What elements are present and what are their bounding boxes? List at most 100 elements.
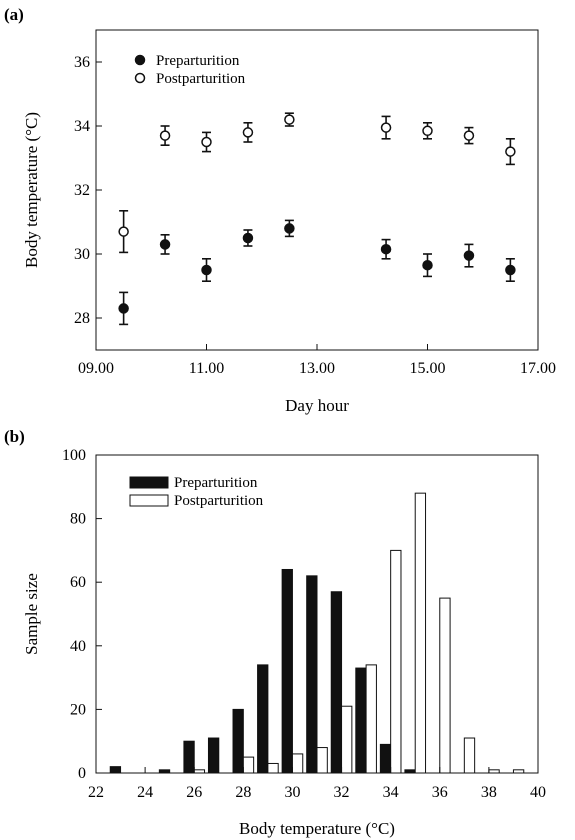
x-tick-label: 38 bbox=[481, 784, 497, 801]
panel-a-y-axis-label: Body temperature (°C) bbox=[22, 112, 41, 268]
panel-b-label: (b) bbox=[4, 427, 25, 446]
panel-b: (b) 0 20 40 60 80 100 22 24 26 28 30 32 34 36 38 40 Pr… bbox=[4, 427, 546, 838]
marker bbox=[284, 223, 295, 234]
y-tick-label: 28 bbox=[74, 310, 90, 327]
y-tick-label: 30 bbox=[74, 246, 90, 263]
x-tick-label: 40 bbox=[530, 784, 546, 801]
panel-a-series bbox=[118, 112, 516, 326]
marker bbox=[201, 136, 212, 148]
marker bbox=[463, 130, 475, 141]
data-point-preparturition bbox=[284, 219, 295, 238]
data-point-postparturition bbox=[159, 125, 171, 146]
data-point-preparturition bbox=[201, 257, 212, 283]
bar-postparturition bbox=[365, 664, 377, 774]
legend-marker-postparturition bbox=[134, 72, 146, 84]
bar-postparturition bbox=[463, 737, 476, 774]
marker bbox=[505, 264, 516, 276]
marker bbox=[380, 122, 392, 133]
bar-postparturition bbox=[390, 549, 402, 774]
bar-preparturition bbox=[257, 664, 269, 774]
bar-preparturition bbox=[207, 737, 220, 774]
bar-postparturition bbox=[439, 597, 451, 774]
bar-preparturition bbox=[158, 769, 171, 774]
panel-a-x-ticks: 09.00 11.00 13.00 15.00 17.00 bbox=[78, 344, 556, 377]
data-point-postparturition bbox=[505, 138, 516, 166]
data-point-preparturition bbox=[159, 234, 171, 255]
marker bbox=[422, 259, 433, 271]
data-point-postparturition bbox=[201, 131, 212, 153]
legend-label-postparturition-b: Postparturition bbox=[174, 493, 264, 509]
y-tick-label: 100 bbox=[62, 447, 86, 464]
y-tick-label: 32 bbox=[74, 182, 90, 199]
bar-postparturition bbox=[267, 762, 279, 774]
data-point-preparturition bbox=[242, 229, 254, 247]
x-tick-label: 09.00 bbox=[78, 360, 114, 377]
bar-postparturition bbox=[291, 753, 304, 774]
data-point-preparturition bbox=[505, 257, 516, 283]
data-point-preparturition bbox=[463, 243, 475, 268]
legend-label-preparturition: Preparturition bbox=[156, 53, 240, 69]
legend-swatch-preparturition bbox=[129, 476, 169, 489]
x-tick-label: 34 bbox=[383, 784, 399, 801]
legend-marker-preparturition bbox=[134, 54, 146, 66]
marker bbox=[242, 127, 254, 138]
marker bbox=[284, 114, 295, 125]
panel-b-bars bbox=[109, 492, 525, 774]
marker bbox=[463, 250, 475, 261]
marker bbox=[118, 226, 129, 237]
bar-postparturition bbox=[341, 705, 353, 774]
bar-preparturition bbox=[183, 740, 195, 774]
marker bbox=[159, 239, 171, 250]
y-tick-label: 60 bbox=[70, 574, 86, 591]
data-point-preparturition bbox=[422, 253, 433, 278]
bar-preparturition bbox=[281, 568, 293, 774]
x-tick-label: 24 bbox=[137, 784, 153, 801]
legend-label-postparturition: Postparturition bbox=[156, 71, 246, 87]
x-tick-label: 15.00 bbox=[410, 360, 446, 377]
y-tick-label: 80 bbox=[70, 511, 86, 528]
x-tick-label: 32 bbox=[334, 784, 350, 801]
x-tick-label: 30 bbox=[284, 784, 300, 801]
panel-b-y-ticks: 0 20 40 60 80 100 bbox=[62, 447, 102, 782]
bar-preparturition bbox=[109, 766, 122, 774]
x-tick-label: 22 bbox=[88, 784, 104, 801]
panel-b-x-axis-label: Body temperature (°C) bbox=[239, 819, 395, 838]
panel-a-y-ticks: 28 30 32 34 36 bbox=[74, 54, 102, 327]
data-point-preparturition bbox=[118, 291, 129, 326]
y-tick-label: 36 bbox=[74, 54, 90, 71]
legend-label-preparturition-b: Preparturition bbox=[174, 475, 258, 491]
bar-preparturition bbox=[306, 575, 318, 774]
panel-a-legend: Preparturition Postparturition bbox=[134, 53, 246, 87]
data-point-postparturition bbox=[422, 122, 433, 140]
data-point-postparturition bbox=[284, 112, 295, 127]
marker bbox=[242, 232, 254, 244]
x-tick-label: 13.00 bbox=[299, 360, 335, 377]
bar-postparturition bbox=[193, 769, 206, 774]
panel-b-legend: Preparturition Postparturition bbox=[129, 475, 264, 509]
panel-a-x-axis-label: Day hour bbox=[285, 396, 349, 415]
panel-b-x-ticks: 22 24 26 28 30 32 34 36 38 40 bbox=[88, 767, 546, 801]
y-tick-label: 34 bbox=[74, 118, 90, 135]
data-point-postparturition bbox=[380, 115, 392, 140]
bar-postparturition bbox=[242, 756, 255, 774]
y-tick-label: 20 bbox=[70, 701, 86, 718]
x-tick-label: 17.00 bbox=[520, 360, 556, 377]
y-tick-label: 0 bbox=[78, 765, 86, 782]
x-tick-label: 28 bbox=[235, 784, 251, 801]
marker bbox=[422, 125, 433, 137]
bar-preparturition bbox=[232, 708, 244, 774]
data-point-postparturition bbox=[463, 126, 475, 145]
bar-postparturition bbox=[316, 747, 328, 774]
bar-preparturition bbox=[404, 769, 416, 774]
bar-preparturition bbox=[379, 743, 392, 774]
x-tick-label: 36 bbox=[432, 784, 448, 801]
x-tick-label: 26 bbox=[186, 784, 202, 801]
data-point-postparturition bbox=[242, 122, 254, 143]
panel-a: (a) 28 30 32 34 36 09.00 11.00 13.00 15.00 17.00… bbox=[4, 5, 556, 415]
bar-postparturition bbox=[414, 492, 427, 774]
marker bbox=[201, 264, 212, 276]
panel-b-y-axis-label: Sample size bbox=[22, 573, 41, 655]
legend-swatch-postparturition bbox=[129, 494, 169, 507]
x-tick-label: 11.00 bbox=[189, 360, 224, 377]
marker bbox=[159, 130, 171, 141]
